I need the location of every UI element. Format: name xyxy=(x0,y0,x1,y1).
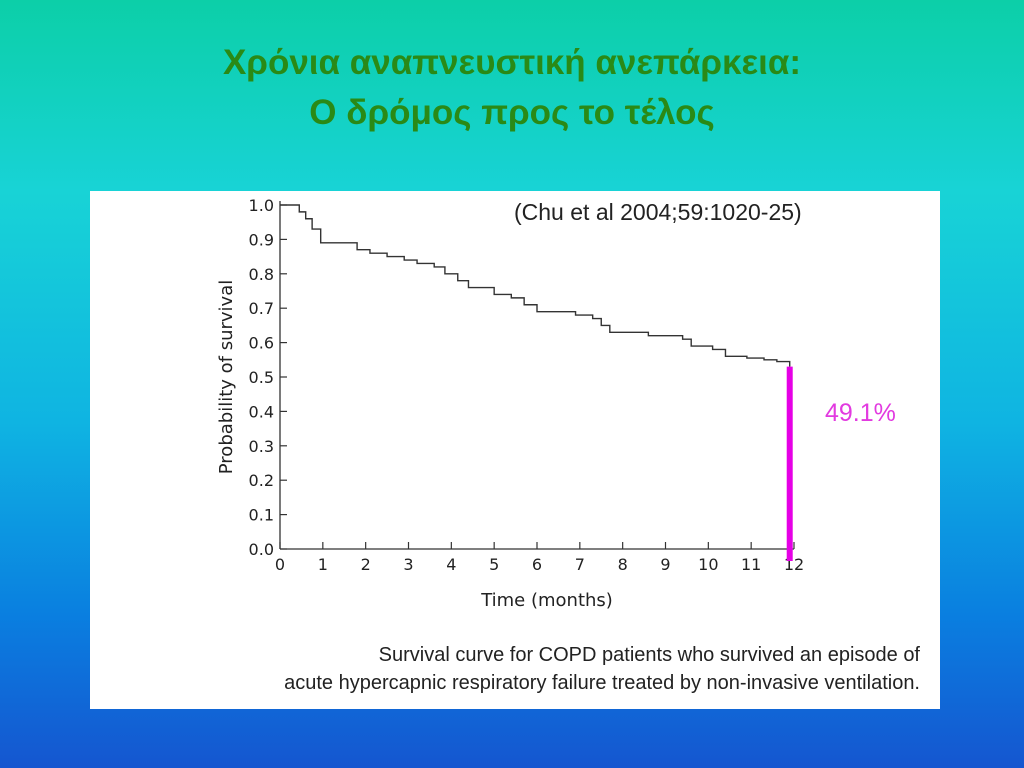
slide-title-line-2: Ο δρόμος προς το τέλος xyxy=(309,93,715,132)
y-tick-label: 0.3 xyxy=(249,437,274,456)
x-tick-label: 2 xyxy=(361,555,371,574)
caption-line-1: Survival curve for COPD patients who sur… xyxy=(378,644,920,666)
y-tick-label: 0.0 xyxy=(249,540,274,559)
x-tick-label: 6 xyxy=(532,555,542,574)
y-axis-label: Probability of survival xyxy=(216,280,237,474)
survival-curve xyxy=(280,204,791,367)
y-tick-label: 0.6 xyxy=(249,334,274,353)
citation-text: (Chu et al 2004;59:1020-25) xyxy=(514,199,802,225)
x-tick-label: 11 xyxy=(741,555,761,574)
x-tick-label: 1 xyxy=(318,555,328,574)
figure-panel: 0.0 0.1 0.2 0.3 0.4 0.5 0.6 0.7 0.8 0.9 1.0 0 1 2 3 4 5 6… xyxy=(90,191,940,709)
x-axis-label: Time (months) xyxy=(480,590,613,611)
highlight-percentage-label: 49.1% xyxy=(825,399,896,427)
y-tick-label: 1.0 xyxy=(249,196,274,215)
x-tick-label: 4 xyxy=(446,555,456,574)
x-tick-label: 0 xyxy=(275,555,285,574)
x-tick-label: 7 xyxy=(575,555,585,574)
x-tick-label: 9 xyxy=(660,555,670,574)
y-tick-label: 0.5 xyxy=(249,368,274,387)
y-tick-label: 0.7 xyxy=(249,299,274,318)
x-tick-label: 8 xyxy=(618,555,628,574)
slide-title: Χρόνια αναπνευστική ανεπάρκεια: Ο δρόμος… xyxy=(0,38,1024,138)
caption-line-2: acute hypercapnic respiratory failure tr… xyxy=(284,672,920,694)
survival-chart: 0.0 0.1 0.2 0.3 0.4 0.5 0.6 0.7 0.8 0.9 1.0 0 1 2 3 4 5 6… xyxy=(216,196,804,611)
slide-title-line-1: Χρόνια αναπνευστική ανεπάρκεια: xyxy=(222,43,802,82)
y-tick-label: 0.4 xyxy=(249,402,274,421)
x-tick-label: 10 xyxy=(698,555,718,574)
y-tick-label: 0.1 xyxy=(249,506,274,525)
x-tick-label: 5 xyxy=(489,555,499,574)
y-tick-label: 0.2 xyxy=(249,471,274,490)
figure-caption: Survival curve for COPD patients who sur… xyxy=(120,641,920,697)
y-tick-label: 0.9 xyxy=(249,230,274,249)
x-tick-label: 3 xyxy=(403,555,413,574)
y-tick-label: 0.8 xyxy=(249,265,274,284)
